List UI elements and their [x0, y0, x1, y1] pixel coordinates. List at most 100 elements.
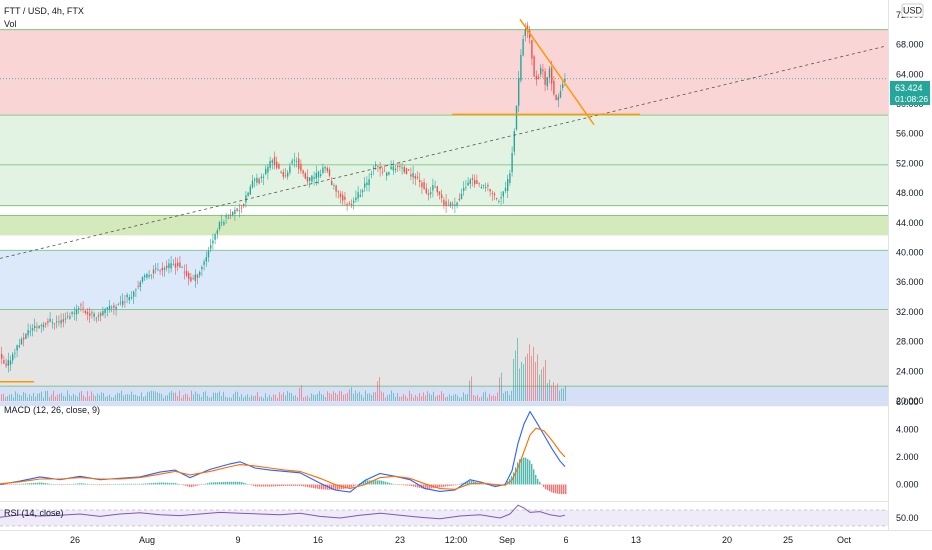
macd-histogram-bar — [265, 484, 267, 487]
volume-bar — [517, 338, 518, 401]
volume-bar — [311, 393, 312, 401]
candle-body — [240, 207, 243, 209]
macd-histogram-bar — [77, 483, 79, 485]
macd-histogram-bar — [395, 484, 397, 485]
candle-body — [548, 68, 551, 78]
candle-body — [557, 96, 559, 101]
volume-bar — [251, 395, 252, 401]
volume-bar — [13, 397, 14, 401]
candle-body — [73, 313, 75, 314]
candle-body — [108, 305, 111, 310]
macd-histogram-bar — [29, 483, 31, 485]
volume-bar — [61, 392, 62, 401]
macd-histogram-bar — [543, 484, 545, 488]
macd-histogram-bar — [401, 484, 403, 486]
macd-histogram-bar — [25, 483, 27, 485]
macd-histogram-bar — [409, 484, 411, 486]
macd-title[interactable]: MACD (12, 26, close, 9) — [4, 405, 100, 415]
candle-body — [124, 301, 126, 303]
macd-histogram-bar — [561, 484, 563, 495]
macd-histogram-bar — [171, 482, 173, 485]
candle-body — [194, 274, 196, 282]
volume-label[interactable]: Vol — [4, 19, 17, 29]
volume-bar — [161, 393, 162, 401]
candle-body — [84, 311, 86, 313]
candle-body — [339, 193, 342, 198]
macd-histogram-bar — [1, 484, 3, 486]
volume-bar — [371, 394, 372, 401]
macd-histogram-bar — [9, 484, 11, 485]
volume-bar — [463, 392, 464, 401]
candle-body — [234, 209, 236, 214]
macd-histogram-bar — [135, 483, 137, 485]
volume-bar — [537, 354, 538, 401]
symbol-title[interactable]: FTT / USD, 4h, FTX — [4, 6, 84, 16]
macd-histogram-bar — [513, 472, 515, 485]
volume-bar — [27, 397, 28, 401]
candle-body — [80, 304, 82, 306]
candle-body — [58, 321, 60, 323]
volume-bar — [435, 396, 436, 401]
volume-bar — [375, 392, 376, 401]
volume-bar — [165, 395, 166, 401]
macd-histogram-bar — [199, 484, 201, 486]
macd-pane[interactable] — [0, 410, 567, 495]
currency-badge[interactable]: USD — [901, 3, 924, 18]
candle-body — [524, 29, 526, 36]
volume-bar — [563, 388, 564, 401]
volume-bar — [79, 392, 80, 401]
candle-body — [463, 188, 465, 191]
candle-body — [62, 319, 64, 322]
volume-bar — [367, 393, 368, 401]
volume-bar — [387, 395, 388, 401]
candle-body — [137, 286, 139, 287]
volume-bar — [83, 395, 84, 401]
candle-body — [401, 167, 403, 169]
macd-histogram-bar — [131, 483, 133, 485]
price-tick-label: 28.000 — [896, 337, 924, 347]
volume-bar — [235, 391, 236, 401]
candle-body — [381, 171, 383, 173]
volume-bar — [483, 392, 484, 401]
macd-histogram-bar — [287, 484, 289, 486]
candle-body — [430, 192, 432, 195]
volume-bar — [327, 391, 328, 401]
candle-body — [388, 172, 390, 175]
volume-bar — [337, 394, 338, 401]
candle-body — [390, 166, 392, 169]
candle-body — [5, 363, 7, 366]
volume-bar — [129, 394, 130, 401]
volume-bar — [53, 390, 54, 401]
macd-histogram-bar — [21, 483, 23, 485]
volume-bar — [99, 394, 100, 401]
macd-histogram-bar — [391, 483, 393, 485]
macd-histogram-bar — [183, 484, 185, 486]
volume-bar — [383, 392, 384, 401]
macd-tick-label: 0.000 — [896, 480, 919, 490]
volume-bar — [561, 388, 562, 401]
macd-histogram-bar — [469, 480, 471, 485]
volume-bar — [227, 397, 228, 401]
macd-histogram-bar — [37, 482, 39, 485]
volume-bar — [513, 359, 514, 401]
macd-histogram-bar — [349, 484, 351, 489]
volume-bar — [131, 391, 132, 401]
macd-histogram-bar — [91, 484, 93, 485]
candle-body — [520, 54, 522, 81]
candle-body — [67, 316, 69, 318]
candle-body — [71, 311, 73, 314]
volume-bar — [547, 383, 548, 401]
candle-body — [452, 203, 454, 205]
volume-bar — [171, 390, 172, 401]
price-pane[interactable] — [0, 18, 888, 407]
volume-bar — [399, 396, 400, 401]
candle-body — [139, 281, 141, 287]
macd-histogram-bar — [313, 484, 315, 489]
volume-bar — [481, 396, 482, 401]
rsi-title[interactable]: RSI (14, close) — [4, 508, 64, 518]
volume-bar — [461, 397, 462, 401]
rsi-pane[interactable] — [0, 504, 888, 527]
macd-histogram-bar — [405, 484, 407, 486]
candle-body — [174, 263, 177, 268]
